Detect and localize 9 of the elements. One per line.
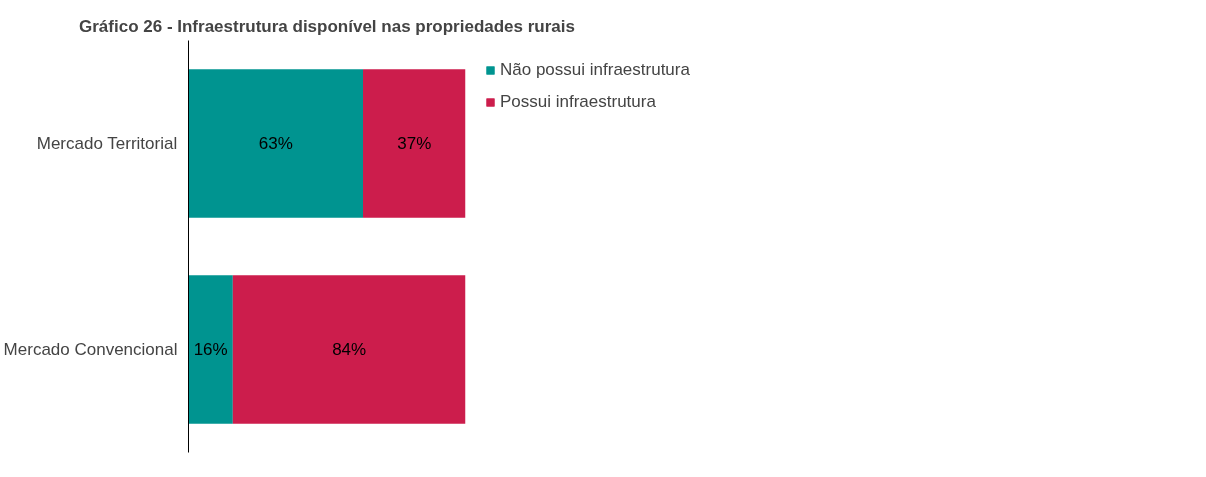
data-label: 37% [397,134,432,153]
legend-label: Possui infraestrutura [500,92,656,112]
data-label: 63% [258,134,293,153]
data-label: 16% [193,340,228,359]
y-tick-label: Mercado Territorial [36,134,178,153]
chart-title: Gráfico 26 - Infraestrutura disponível nas propriedades rurais [79,16,575,36]
legend-label: Não possui infraestrutura [500,60,690,80]
data-label: 84% [332,340,367,359]
y-tick-label: Mercado Convencional [3,340,178,359]
